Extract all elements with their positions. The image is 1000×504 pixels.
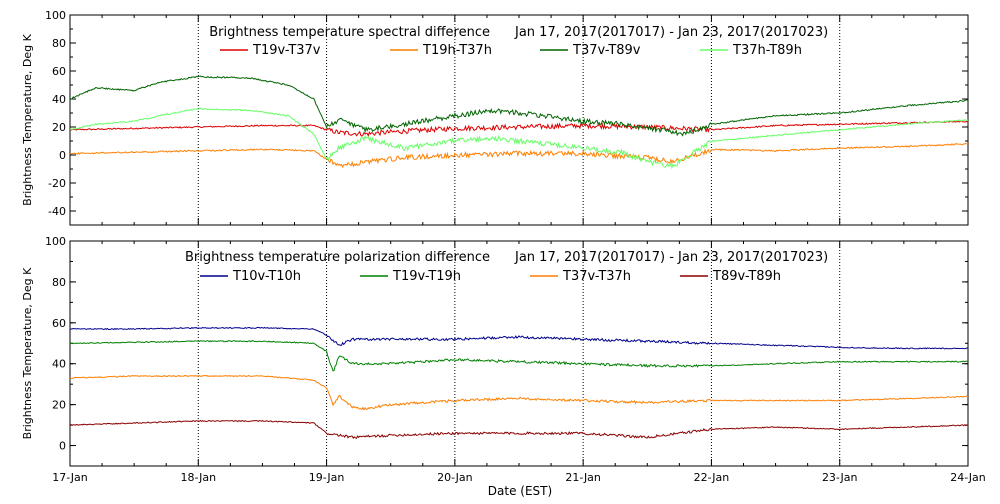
x-axis-label: Date (EST) (488, 484, 552, 498)
series-line-t37v-t37h (69, 374, 969, 411)
series-line-t10v-t10h (69, 326, 969, 350)
series-line-t19h-t37h (69, 142, 969, 169)
y-tick-label-0-3: 20 (52, 121, 66, 134)
legend-label-t89v-t89h: T89v-T89h (712, 269, 781, 284)
series-line-t19v-t19h (69, 340, 969, 372)
series-line-t89v-t89h (69, 419, 969, 439)
y-tick-label-0-4: 40 (52, 93, 66, 106)
x-tick-label-5: 22-Jan (694, 471, 730, 484)
plot-frame-1 (69, 240, 969, 467)
legend-label-t37v-t89v: T37v-T89v (572, 43, 641, 58)
legend-label-t19v-t37v: T19v-T37v (252, 43, 321, 58)
y-tick-label-1-2: 40 (52, 358, 66, 371)
y-tick-label-0-1: -20 (48, 177, 66, 190)
x-tick-label-7: 24-Jan (950, 471, 986, 484)
x-tick-label-3: 20-Jan (437, 471, 473, 484)
legend-label-t19v-t19h: T19v-T19h (392, 269, 461, 284)
chart-title-0: Brightness temperature spectral differen… (209, 25, 490, 40)
chart-date-range-1: Jan 17, 2017(2017017) - Jan 23, 2017(201… (514, 250, 828, 265)
y-tick-label-0-5: 60 (52, 65, 66, 78)
series-line-t37v-t89v (69, 75, 969, 137)
y-tick-label-1-0: 0 (59, 440, 66, 453)
y-tick-label-1-5: 100 (45, 235, 66, 248)
y-tick-label-0-0: -40 (48, 205, 66, 218)
y-tick-label-1-4: 80 (52, 276, 66, 289)
y-tick-label-1-3: 60 (52, 317, 66, 330)
chart-date-range-0: Jan 17, 2017(2017017) - Jan 23, 2017(201… (514, 25, 828, 40)
series-line-t19v-t37v (69, 120, 969, 138)
legend-label-t37h-t89h: T37h-T89h (732, 43, 802, 58)
legend-label-t19h-t37h: T19h-T37h (422, 43, 492, 58)
legend-label-t10v-t10h: T10v-T10h (232, 269, 301, 284)
chart-title-1: Brightness temperature polarization diff… (185, 250, 490, 265)
y-tick-label-1-1: 20 (52, 399, 66, 412)
y-tick-label-0-7: 100 (45, 9, 66, 22)
y-tick-label-0-2: 0 (59, 149, 66, 162)
y-axis-label-1: Brightness Temperature, Deg K (21, 267, 34, 439)
plot-frame-0 (69, 14, 969, 226)
x-tick-label-0: 17-Jan (52, 471, 88, 484)
x-tick-label-6: 23-Jan (822, 471, 858, 484)
series-line-t37h-t89h (69, 107, 969, 170)
y-axis-label-0: Brightness Temperature, Deg K (21, 33, 34, 205)
x-tick-label-4: 21-Jan (565, 471, 601, 484)
legend-label-t37v-t37h: T37v-T37h (562, 269, 631, 284)
x-tick-label-1: 18-Jan (181, 471, 217, 484)
x-tick-label-2: 19-Jan (309, 471, 345, 484)
y-tick-label-0-6: 80 (52, 37, 66, 50)
